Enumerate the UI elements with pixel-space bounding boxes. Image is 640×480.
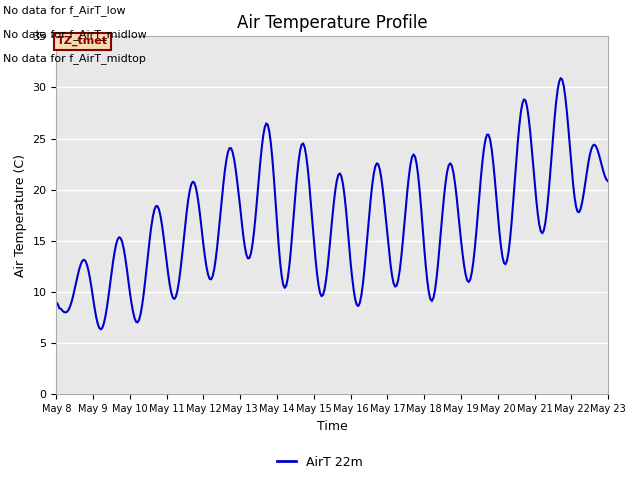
Text: No data for f_AirT_midtop: No data for f_AirT_midtop xyxy=(3,53,146,64)
Text: TZ_tmet: TZ_tmet xyxy=(57,36,108,47)
Y-axis label: Air Temperature (C): Air Temperature (C) xyxy=(14,154,27,277)
X-axis label: Time: Time xyxy=(317,420,348,432)
Text: No data for f_AirT_low: No data for f_AirT_low xyxy=(3,5,126,16)
Legend: AirT 22m: AirT 22m xyxy=(272,451,368,474)
Title: Air Temperature Profile: Air Temperature Profile xyxy=(237,14,428,32)
Text: No data for f_AirT_midlow: No data for f_AirT_midlow xyxy=(3,29,147,40)
